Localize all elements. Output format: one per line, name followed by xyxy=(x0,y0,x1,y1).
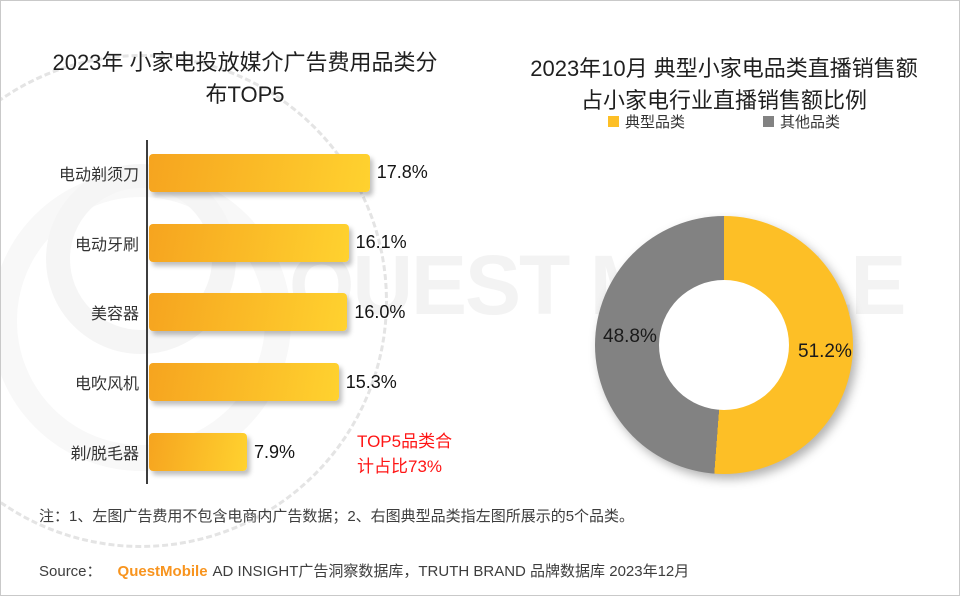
bar xyxy=(149,293,348,332)
bar-category-label: 剃/脱毛器 xyxy=(70,446,139,464)
bar xyxy=(149,363,339,402)
footnote: 注：1、左图广告费用不包含电商内广告数据；2、右图典型品类指左图所展示的5个品类… xyxy=(39,508,635,525)
bar-category-label: 美容器 xyxy=(90,306,139,324)
bar-value-label: 16.1% xyxy=(355,232,407,253)
bar-value-label: 15.3% xyxy=(345,371,397,392)
bar xyxy=(149,223,349,262)
bar-category-label: 电吹风机 xyxy=(74,376,139,394)
donut-chart-title: 2023年10月 典型小家电品类直播销售额 占小家电行业直播销售额比例 xyxy=(530,56,918,113)
bar-row: 电吹风机 15.3% xyxy=(41,347,481,417)
bar-chart-axis-line xyxy=(146,140,148,484)
legend-item: 典型品类 xyxy=(607,111,685,132)
bar-row: 电动牙刷 16.1% xyxy=(41,208,481,278)
donut-value-label-primary: 51.2% xyxy=(798,341,852,362)
source-brand: QuestMobile xyxy=(117,563,208,580)
bar-chart-title: 2023年 小家电投放媒介广告费用品类分 布TOP5 xyxy=(52,50,438,107)
legend-label: 其他品类 xyxy=(780,114,841,131)
bar-chart-annotation: TOP5品类合 计占比73% xyxy=(357,432,453,476)
bar-row: 美容器 16.0% xyxy=(41,278,481,348)
donut-value-label-other: 48.8% xyxy=(603,326,657,347)
donut-chart xyxy=(595,216,853,474)
donut-legend: 典型品类 其他品类 xyxy=(501,111,947,132)
bar-value-label: 16.0% xyxy=(354,301,406,322)
bar xyxy=(149,153,370,192)
bar-value-label: 7.9% xyxy=(253,441,295,462)
source-line: Source： QuestMobile AD INSIGHT广告洞察数据库，TRUT… xyxy=(39,560,689,581)
source-prefix: Source： xyxy=(39,563,102,580)
bar-value-label: 17.8% xyxy=(376,162,428,183)
source-rest: AD INSIGHT广告洞察数据库，TRUTH BRAND 品牌数据库 2023… xyxy=(212,563,690,580)
bar xyxy=(149,433,247,472)
bar-category-label: 电动牙刷 xyxy=(74,236,139,254)
bar-chart: 电动剃须刀 17.8% 电动牙刷 16.1% 美容器 16.0% 电吹风机 15.3% 剃/脱毛… xyxy=(41,138,481,487)
bar-row: 电动剃须刀 17.8% xyxy=(41,138,481,208)
legend-item: 其他品类 xyxy=(763,111,840,132)
legend-swatch-icon xyxy=(763,116,774,127)
legend-label: 典型品类 xyxy=(624,114,685,131)
bar-row: 剃/脱毛器 7.9% xyxy=(41,417,481,487)
legend-swatch-icon xyxy=(607,116,619,127)
bar-category-label: 电动剃须刀 xyxy=(58,166,139,184)
donut-hole xyxy=(659,280,789,410)
